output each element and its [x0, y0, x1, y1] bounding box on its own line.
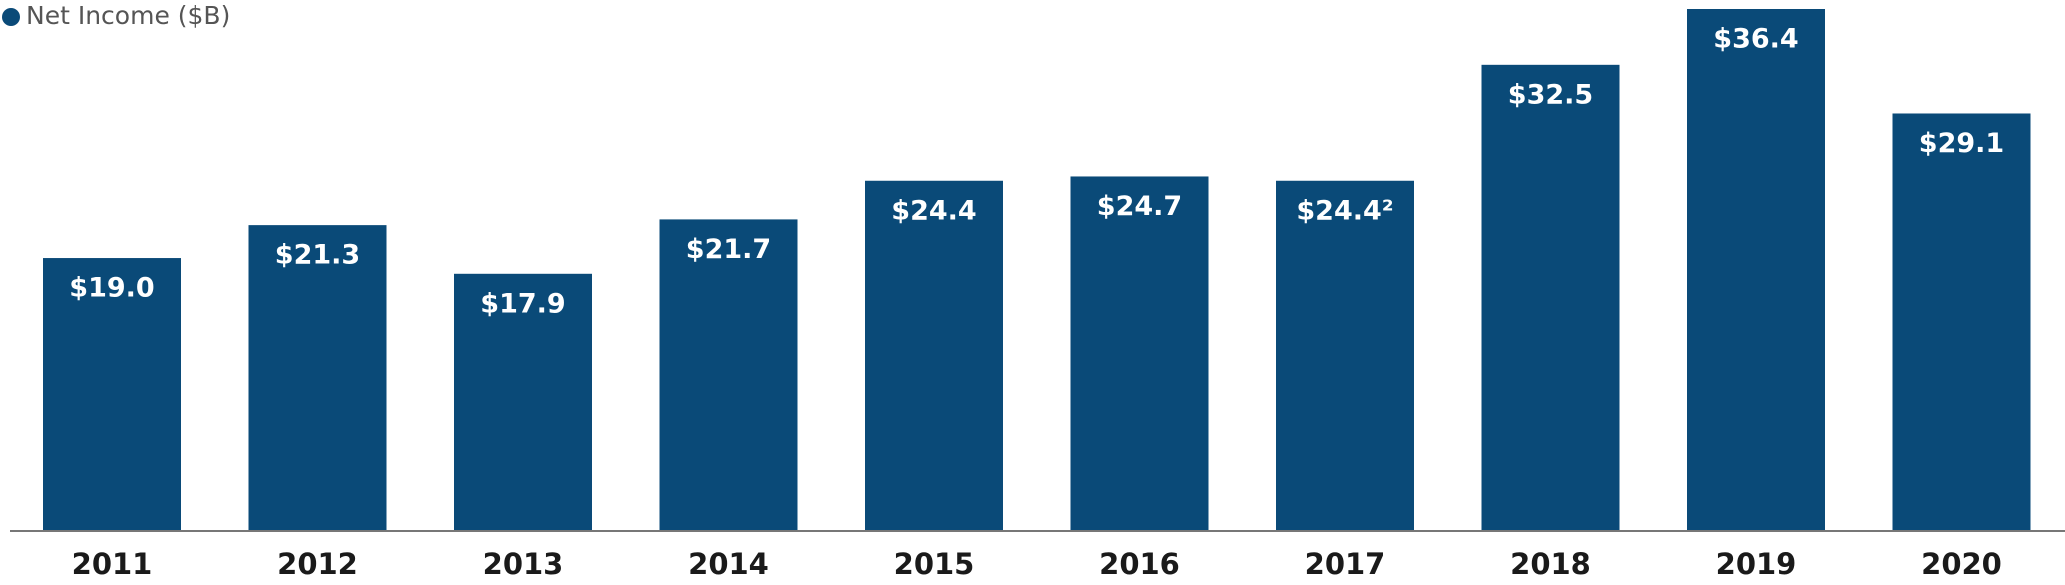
x-tick-label: 2016	[1099, 547, 1180, 581]
bar	[659, 219, 798, 530]
bar	[1276, 180, 1414, 530]
bar	[1070, 176, 1209, 530]
value-label: $24.4	[891, 195, 976, 226]
x-tick-label: 2014	[688, 547, 769, 581]
x-tick-label: 2019	[1716, 547, 1797, 581]
value-label: $36.4	[1713, 24, 1798, 55]
value-label: $24.4²	[1296, 195, 1393, 226]
x-tick-label: 2012	[277, 547, 358, 581]
bar	[1892, 113, 2031, 530]
value-label: $17.9	[480, 288, 565, 319]
bar	[1687, 9, 1825, 530]
x-tick-label: 2018	[1510, 547, 1591, 581]
bar	[248, 225, 387, 530]
value-label: $29.1	[1919, 128, 2004, 159]
bar	[865, 180, 1003, 530]
value-label: $21.7	[686, 234, 771, 265]
bar	[454, 273, 592, 530]
value-label: $32.5	[1508, 79, 1593, 110]
legend-label: Net Income ($B)	[26, 1, 230, 30]
legend-marker	[2, 8, 20, 26]
x-tick-label: 2017	[1305, 547, 1386, 581]
value-label: $19.0	[69, 273, 154, 304]
bar	[1481, 64, 1620, 531]
value-label: $24.7	[1097, 191, 1182, 222]
x-tick-label: 2011	[72, 547, 153, 581]
x-tick-label: 2015	[894, 547, 975, 581]
x-tick-label: 2020	[1921, 547, 2002, 581]
x-tick-label: 2013	[483, 547, 564, 581]
bar	[43, 258, 181, 530]
value-label: $21.3	[275, 240, 360, 271]
